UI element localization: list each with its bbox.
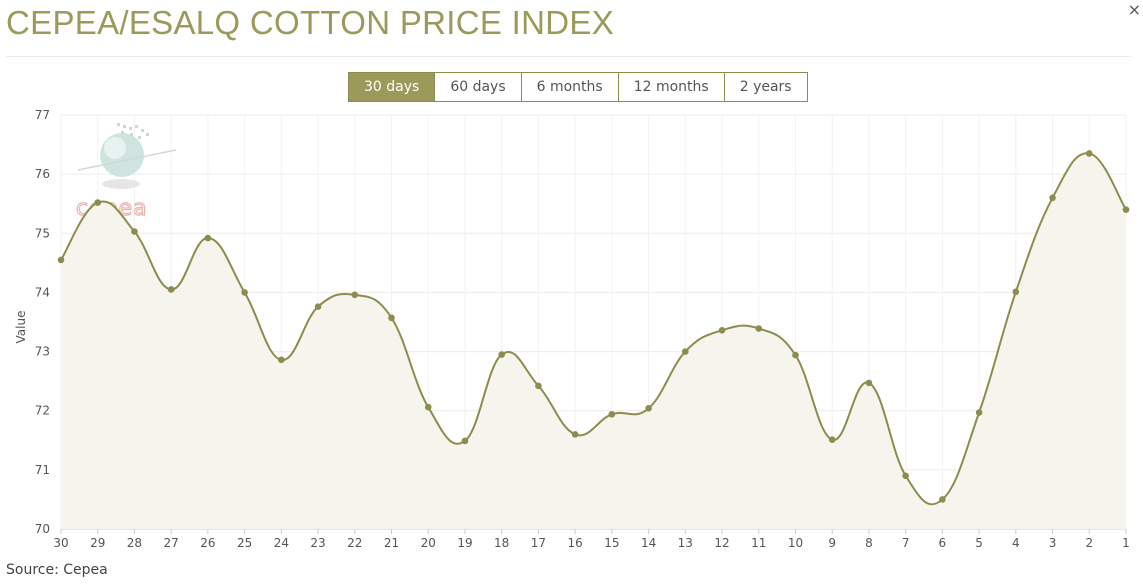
tab-2-years[interactable]: 2 years bbox=[723, 72, 808, 102]
data-point[interactable] bbox=[351, 291, 359, 299]
data-point[interactable] bbox=[498, 351, 505, 358]
data-point[interactable] bbox=[865, 379, 873, 387]
data-point[interactable] bbox=[388, 314, 395, 322]
data-point[interactable] bbox=[278, 356, 285, 364]
x-tick-label: 20 bbox=[421, 536, 436, 550]
x-tick-label: 21 bbox=[384, 536, 399, 550]
x-tick-label: 10 bbox=[788, 536, 803, 550]
x-tick-label: 25 bbox=[237, 536, 252, 550]
x-tick-label: 8 bbox=[865, 536, 873, 550]
page-title: CEPEA/ESALQ COTTON PRICE INDEX bbox=[6, 4, 615, 41]
x-tick-label: 12 bbox=[714, 536, 729, 550]
x-tick-label: 30 bbox=[53, 536, 68, 550]
y-tick-label: 77 bbox=[35, 108, 50, 122]
data-point[interactable] bbox=[975, 409, 983, 416]
tab-12-months[interactable]: 12 months bbox=[617, 72, 725, 102]
data-point[interactable] bbox=[645, 405, 652, 412]
data-point[interactable] bbox=[131, 228, 138, 235]
data-point[interactable] bbox=[535, 382, 542, 390]
x-tick-label: 1 bbox=[1122, 536, 1130, 550]
series-points bbox=[57, 150, 1130, 503]
x-tick-label: 22 bbox=[347, 536, 362, 550]
x-tick-label: 18 bbox=[494, 536, 509, 550]
x-tick-label: 3 bbox=[1049, 536, 1057, 550]
period-tabs: 30 days 60 days 6 months 12 months 2 yea… bbox=[348, 72, 808, 102]
data-point[interactable] bbox=[314, 303, 322, 310]
data-point[interactable] bbox=[755, 325, 763, 332]
y-axis: 70 71 72 73 74 75 76 77 bbox=[35, 108, 50, 536]
x-axis: 30 29 28 27 26 25 24 23 22 21 20 19 18 17 16 15 14 13 12 11… bbox=[53, 529, 1130, 550]
source-note: Source: Cepea bbox=[6, 562, 108, 578]
y-tick-label: 74 bbox=[35, 285, 50, 299]
data-point[interactable] bbox=[682, 348, 689, 355]
x-tick-label: 17 bbox=[531, 536, 546, 550]
data-point[interactable] bbox=[94, 199, 102, 206]
y-tick-label: 71 bbox=[35, 463, 50, 477]
x-tick-label: 27 bbox=[164, 536, 179, 550]
x-tick-label: 28 bbox=[127, 536, 142, 550]
data-point[interactable] bbox=[204, 234, 212, 242]
x-tick-label: 16 bbox=[567, 536, 582, 550]
x-tick-label: 24 bbox=[274, 536, 289, 550]
x-tick-label: 9 bbox=[828, 536, 836, 550]
tab-6-months[interactable]: 6 months bbox=[520, 72, 619, 102]
data-point[interactable] bbox=[1122, 206, 1130, 213]
data-point[interactable] bbox=[424, 403, 432, 411]
y-axis-label: Value bbox=[14, 311, 28, 344]
y-tick-label: 76 bbox=[35, 167, 50, 181]
data-point[interactable] bbox=[1085, 150, 1093, 157]
x-tick-label: 6 bbox=[939, 536, 947, 550]
data-point[interactable] bbox=[792, 351, 799, 359]
x-tick-label: 4 bbox=[1012, 536, 1020, 550]
data-point[interactable] bbox=[461, 437, 469, 445]
x-tick-label: 2 bbox=[1085, 536, 1093, 550]
y-tick-label: 75 bbox=[35, 226, 50, 240]
x-tick-label: 26 bbox=[200, 536, 215, 550]
x-tick-label: 19 bbox=[457, 536, 472, 550]
tab-60-days[interactable]: 60 days bbox=[434, 72, 522, 102]
series-area bbox=[61, 153, 1126, 529]
x-tick-label: 11 bbox=[751, 536, 766, 550]
data-point[interactable] bbox=[902, 472, 909, 480]
x-tick-label: 14 bbox=[641, 536, 656, 550]
data-point[interactable] bbox=[939, 496, 946, 503]
y-tick-label: 73 bbox=[35, 345, 50, 359]
divider bbox=[6, 56, 1131, 57]
y-tick-label: 70 bbox=[35, 522, 50, 536]
x-tick-label: 29 bbox=[90, 536, 105, 550]
x-tick-label: 7 bbox=[902, 536, 910, 550]
y-tick-label: 72 bbox=[35, 404, 50, 418]
close-icon[interactable]: × bbox=[1127, 0, 1141, 19]
data-point[interactable] bbox=[828, 436, 836, 443]
data-point[interactable] bbox=[571, 431, 579, 438]
x-tick-label: 15 bbox=[604, 536, 619, 550]
x-tick-label: 23 bbox=[310, 536, 325, 550]
data-point[interactable] bbox=[167, 286, 175, 293]
data-point[interactable] bbox=[608, 410, 616, 418]
data-point[interactable] bbox=[1049, 194, 1056, 202]
data-point[interactable] bbox=[1012, 288, 1020, 296]
x-tick-label: 13 bbox=[678, 536, 693, 550]
x-tick-label: 5 bbox=[975, 536, 983, 550]
data-point[interactable] bbox=[241, 289, 248, 296]
data-point[interactable] bbox=[57, 256, 65, 264]
tab-30-days[interactable]: 30 days bbox=[348, 72, 436, 102]
data-point[interactable] bbox=[718, 326, 726, 334]
